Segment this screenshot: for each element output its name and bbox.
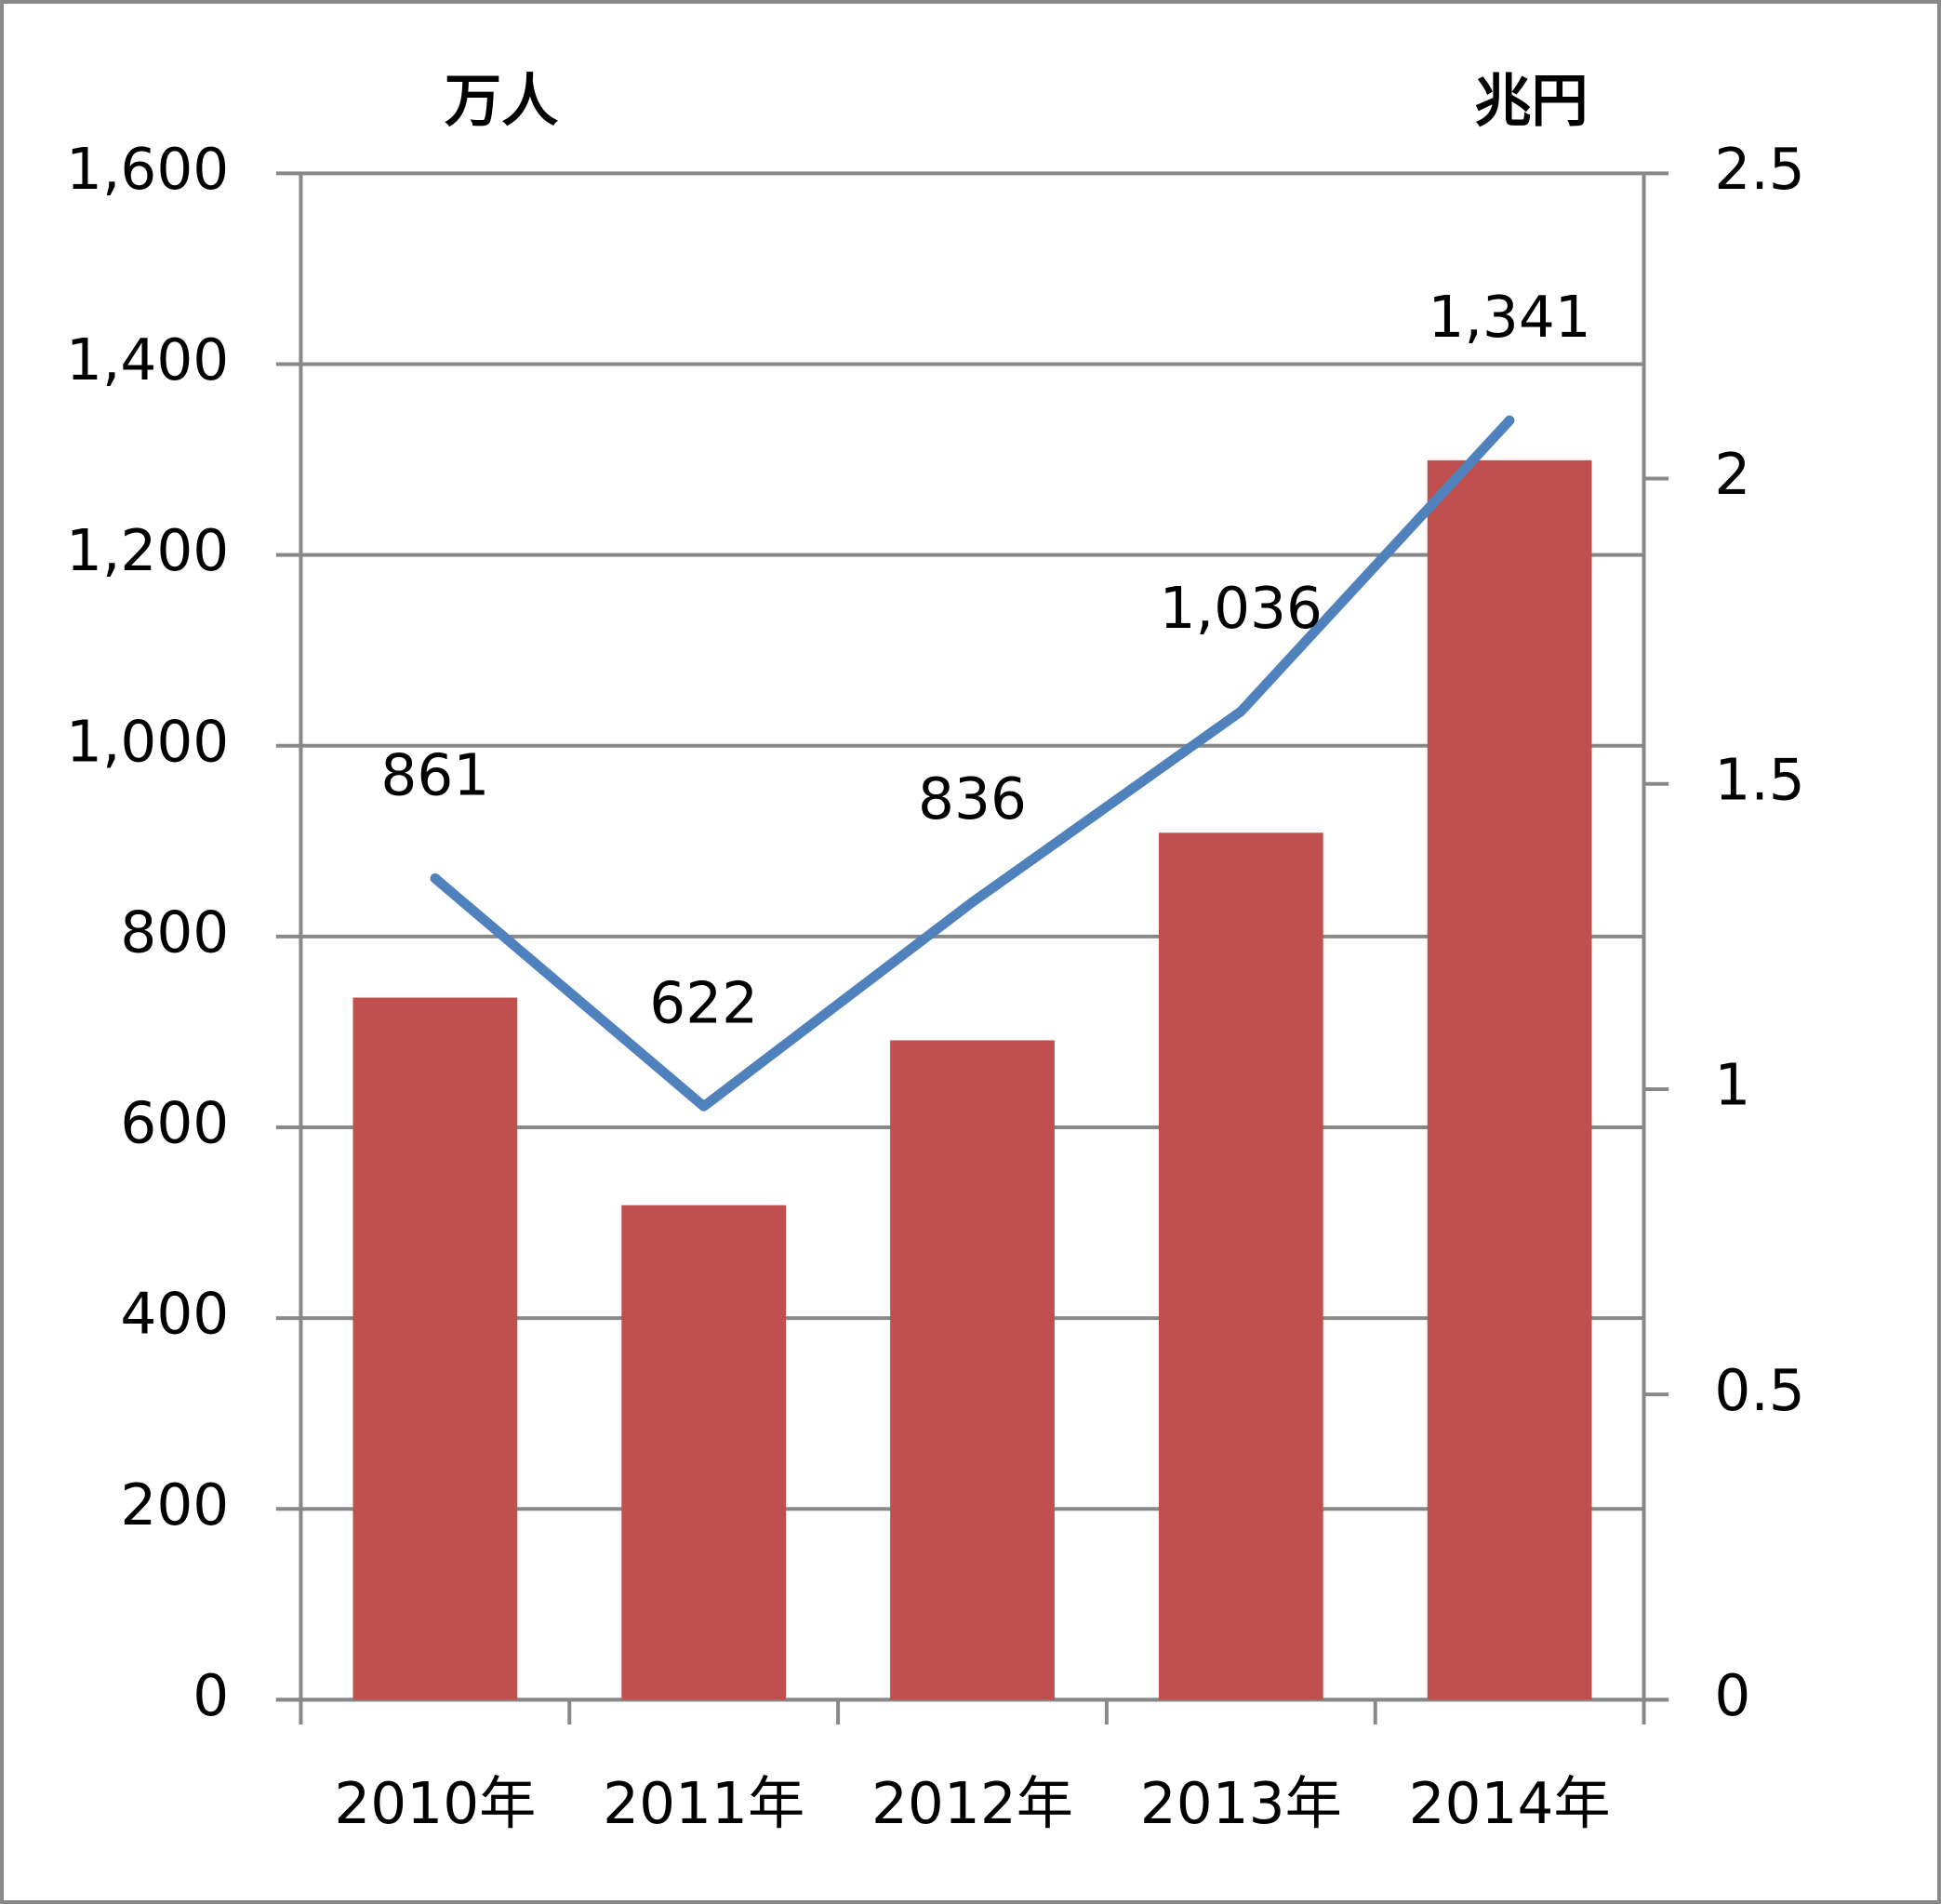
- y-tick-label: 600: [120, 1091, 229, 1157]
- y-tick-label: 1,200: [66, 518, 229, 584]
- y2-tick-label: 2: [1714, 442, 1750, 508]
- y-tick-label: 400: [120, 1282, 229, 1348]
- y-tick-label: 1,400: [66, 327, 229, 393]
- y-tick-label: 0: [193, 1663, 229, 1729]
- x-tick-label: 2013年: [1140, 1771, 1342, 1837]
- data-label: 861: [380, 742, 489, 808]
- bar: [890, 1040, 1055, 1700]
- y-tick-label: 200: [120, 1472, 229, 1538]
- x-tick-label: 2014年: [1409, 1771, 1611, 1837]
- y2-axis-title: 兆円: [1474, 69, 1588, 135]
- y2-tick-label: 0.5: [1714, 1358, 1804, 1424]
- data-label: 1,341: [1428, 285, 1590, 351]
- data-label: 1,036: [1160, 576, 1323, 642]
- data-label: 836: [918, 766, 1027, 832]
- line: [430, 415, 1515, 1112]
- bar: [621, 1205, 787, 1700]
- bar: [1158, 832, 1323, 1700]
- data-label: 622: [649, 971, 758, 1037]
- y-tick-label: 1,600: [66, 137, 229, 203]
- y2-tick-label: 1.5: [1714, 747, 1804, 813]
- y-tick-label: 1,000: [66, 709, 229, 775]
- bar: [352, 997, 518, 1700]
- y-tick-label: 800: [120, 899, 229, 965]
- x-tick-label: 2012年: [871, 1771, 1073, 1837]
- y2-tick-label: 0: [1714, 1663, 1750, 1729]
- bar: [1427, 459, 1592, 1700]
- y2-tick-label: 1: [1714, 1053, 1750, 1119]
- x-tick-label: 2010年: [334, 1771, 536, 1837]
- x-tick-label: 2011年: [603, 1771, 804, 1837]
- y2-tick-label: 2.5: [1714, 137, 1804, 203]
- y-axis-title: 万人: [445, 69, 558, 135]
